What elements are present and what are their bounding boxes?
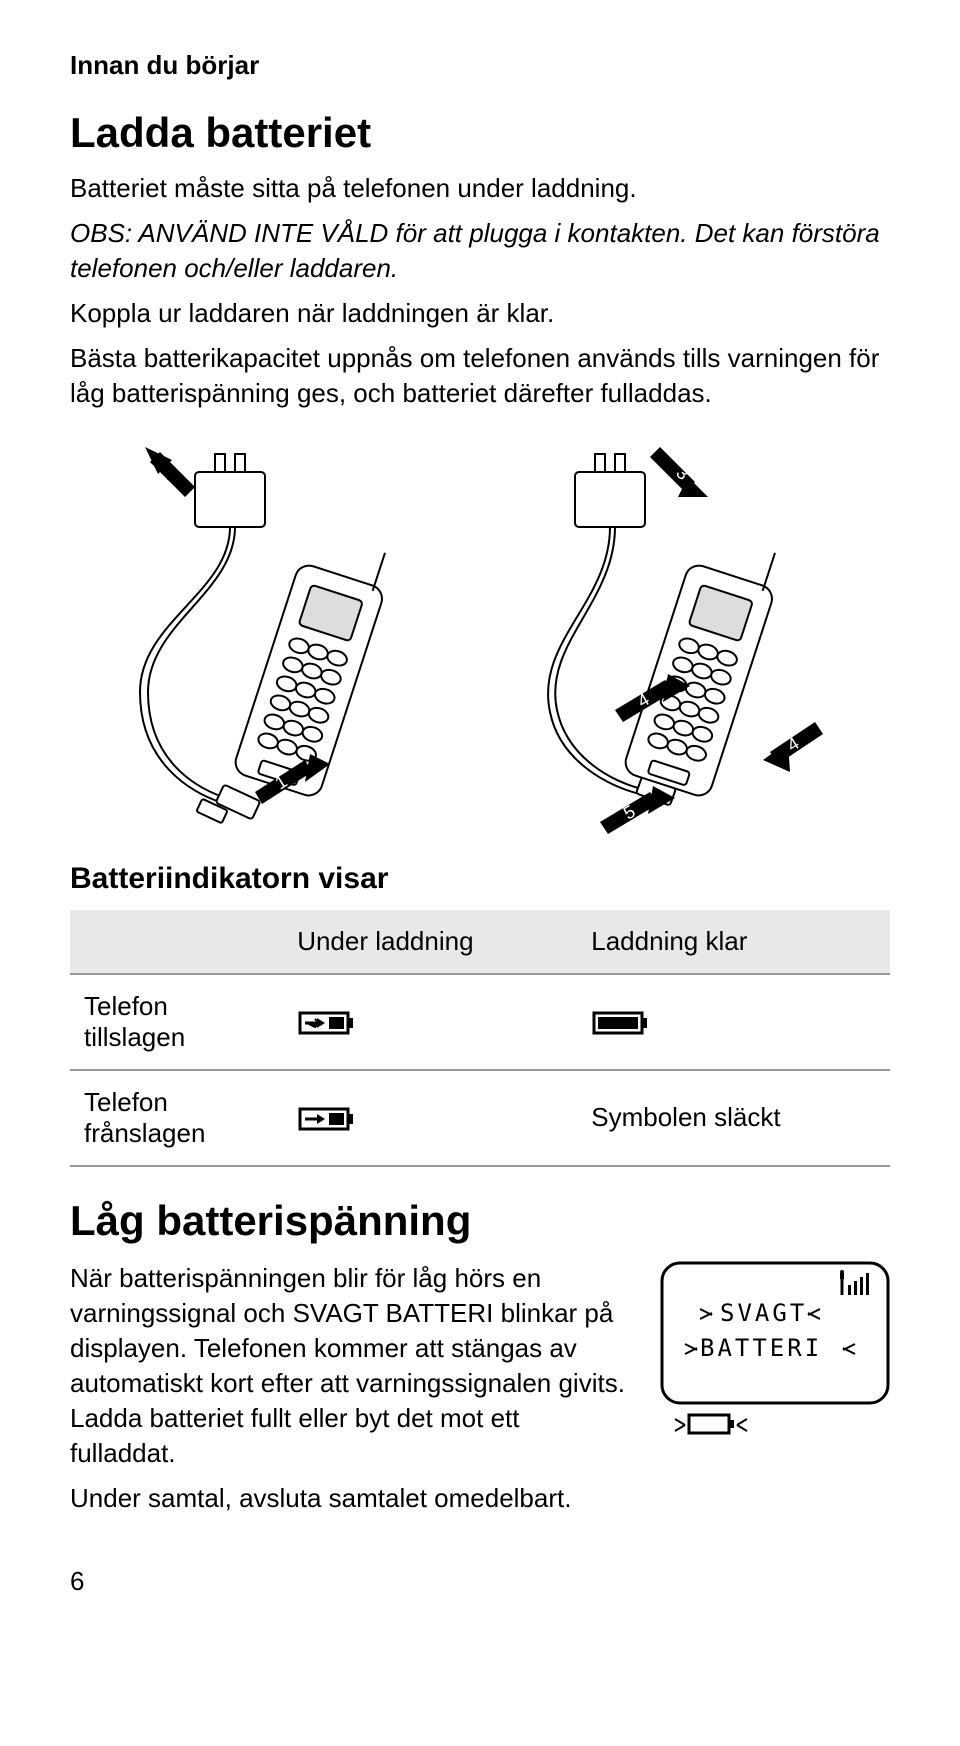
low-battery-paragraph-2: Under samtal, avsluta samtalet omedelbar… xyxy=(70,1481,630,1516)
page-title: Ladda batteriet xyxy=(70,109,890,157)
page-number: 6 xyxy=(70,1566,890,1597)
low-battery-heading: Låg batterispänning xyxy=(70,1197,890,1245)
display-line-2: BATTERI xyxy=(700,1334,822,1362)
indicator-table: Under laddning Laddning klar Telefon til… xyxy=(70,910,890,1167)
table-row: Telefon frånslagen Symbolen släckt xyxy=(70,1070,890,1166)
battery-full-icon xyxy=(591,1008,651,1038)
table-row: Telefon tillslagen xyxy=(70,974,890,1070)
row-phone-on-label: Telefon tillslagen xyxy=(70,974,283,1070)
battery-charging-icon xyxy=(297,1008,357,1038)
lcd-display-icon: SVAGT BATTERI xyxy=(660,1261,890,1441)
col-under-charging: Under laddning xyxy=(283,910,577,974)
table-header-blank xyxy=(70,910,283,974)
paragraph-note: OBS: ANVÄND INTE VÅLD för att plugga i k… xyxy=(70,216,890,286)
indicator-heading: Batteriindikatorn visar xyxy=(70,862,890,896)
cell-on-done xyxy=(577,974,890,1070)
battery-charging-icon xyxy=(297,1104,357,1134)
paragraph-3: Koppla ur laddaren när laddningen är kla… xyxy=(70,296,890,331)
section-label: Innan du börjar xyxy=(70,50,890,81)
display-line-1: SVAGT xyxy=(720,1299,807,1327)
row-phone-off-label: Telefon frånslagen xyxy=(70,1070,283,1166)
phone-display-mockup: SVAGT BATTERI xyxy=(660,1261,890,1446)
charging-illustration: 2 1 xyxy=(70,442,890,842)
paragraph-1: Batteriet måste sitta på telefonen under… xyxy=(70,171,890,206)
cell-off-charging xyxy=(283,1070,577,1166)
paragraph-4: Bästa batterikapacitet uppnås om telefon… xyxy=(70,341,890,411)
cell-on-charging xyxy=(283,974,577,1070)
table-header-row: Under laddning Laddning klar xyxy=(70,910,890,974)
phone-charger-diagram: 2 1 xyxy=(100,442,860,842)
low-battery-paragraph-1: När batterispänningen blir för låg hörs … xyxy=(70,1261,630,1472)
cell-off-done: Symbolen släckt xyxy=(577,1070,890,1166)
col-charging-done: Laddning klar xyxy=(577,910,890,974)
